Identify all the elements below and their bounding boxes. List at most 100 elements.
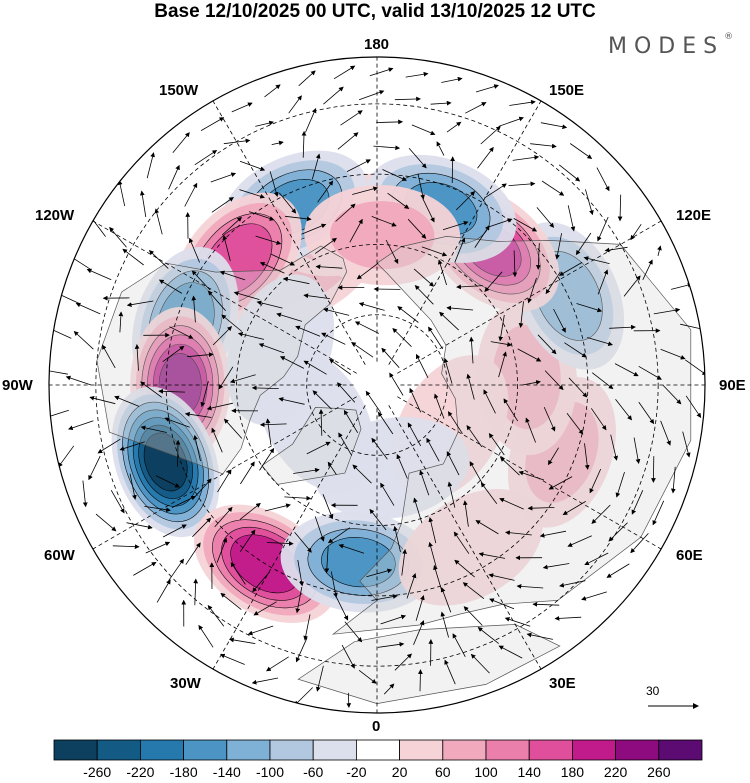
wind-arrow	[338, 432, 353, 456]
meridian-line	[92, 220, 357, 374]
lon-label-120e: 120E	[676, 207, 712, 224]
wind-arrow	[271, 140, 284, 146]
wind-arrow	[191, 270, 211, 291]
wind-arrow	[486, 218, 513, 228]
wind-arrow	[609, 324, 636, 330]
wind-arrow	[207, 290, 226, 311]
wind-arrow	[140, 425, 167, 433]
wind-arrow	[259, 262, 285, 274]
colorbar-tick-label: -260	[83, 764, 112, 780]
wind-arrow	[489, 598, 515, 610]
wind-arrow	[610, 434, 619, 461]
wind-arrow	[58, 445, 75, 468]
reference-vector-label: 30	[646, 684, 660, 698]
wind-arrow	[413, 497, 423, 524]
colorbar-swatch	[442, 739, 487, 761]
wind-arrow	[230, 562, 246, 585]
wind-arrow	[86, 268, 112, 281]
wind-arrow	[369, 67, 394, 77]
wind-arrow	[371, 216, 397, 227]
wind-arrow	[558, 164, 581, 182]
wind-arrow	[446, 451, 460, 476]
colorbar-tick-label: -20	[346, 764, 367, 780]
wind-arrow	[555, 233, 562, 260]
wind-arrow	[465, 102, 487, 114]
latitude-circle	[236, 244, 518, 526]
wind-arrow	[407, 218, 427, 239]
wind-arrow	[206, 402, 233, 411]
wind-arrow	[102, 344, 116, 369]
wind-arrow	[443, 357, 453, 384]
wind-arrow	[421, 246, 448, 257]
wind-arrow	[477, 627, 499, 644]
wind-arrow	[554, 615, 582, 621]
wind-arrow	[469, 461, 484, 485]
wind-arrow	[193, 478, 212, 499]
wind-arrow	[82, 480, 88, 508]
wind-arrow	[462, 582, 485, 600]
wind-arrow	[463, 606, 483, 626]
wind-arrow	[547, 447, 559, 466]
wind-arrow	[318, 409, 324, 436]
wind-arrow	[169, 326, 194, 339]
wind-arrow	[558, 262, 583, 276]
wind-arrow	[266, 656, 289, 672]
wind-arrow	[536, 207, 555, 228]
wind-arrow	[266, 541, 294, 546]
wind-arrow	[504, 617, 531, 627]
wind-arrow	[323, 307, 350, 316]
wind-arrow	[475, 520, 499, 535]
wind-arrow	[517, 348, 542, 362]
wind-arrow	[315, 264, 343, 270]
wind-arrow	[652, 500, 665, 526]
colorbar-swatch	[269, 739, 314, 761]
wind-arrow	[312, 390, 332, 410]
wind-arrow	[221, 314, 243, 332]
wind-arrow	[392, 327, 412, 347]
colorbar-swatch	[96, 739, 141, 761]
wind-arrow	[306, 441, 331, 455]
wind-arrow	[453, 531, 470, 554]
colorbar-tick-label: 140	[517, 764, 541, 780]
wind-arrow	[440, 611, 449, 638]
wind-arrow	[512, 155, 540, 161]
wind-arrow	[488, 433, 505, 456]
wind-arrow	[516, 583, 544, 589]
wind-arrow	[564, 342, 587, 358]
colorbar-tick-label: -180	[169, 764, 198, 780]
wind-arrow	[381, 347, 400, 368]
wind-arrow	[184, 182, 198, 207]
wind-arrow	[323, 86, 344, 105]
wind-arrow	[88, 455, 101, 481]
wind-arrow	[433, 564, 443, 591]
colorbar-swatch	[658, 739, 703, 761]
wind-arrow	[614, 363, 639, 377]
wind-arrow	[301, 130, 307, 158]
wind-arrow	[418, 669, 423, 692]
wind-arrow	[416, 353, 429, 378]
wind-arrow	[584, 552, 609, 566]
wind-arrow	[133, 561, 157, 576]
wind-arrow	[109, 226, 127, 248]
wind-arrow	[231, 102, 253, 113]
land-masses	[96, 236, 692, 704]
wind-arrow	[211, 197, 234, 213]
wind-arrow	[576, 303, 603, 313]
wind-arrow	[330, 571, 338, 598]
wind-arrow	[393, 525, 401, 553]
wind-arrow	[256, 300, 283, 309]
wind-arrow	[200, 117, 225, 131]
wind-arrow	[214, 506, 233, 528]
wind-arrow	[327, 527, 351, 544]
wind-arrow	[129, 473, 137, 500]
colorbar-tick-label: -220	[126, 764, 155, 780]
wind-arrow	[671, 282, 693, 290]
graticule	[49, 57, 705, 713]
wind-arrow	[638, 365, 662, 380]
wind-arrow	[591, 372, 614, 390]
wind-arrow	[346, 692, 352, 708]
wind-arrow	[171, 495, 197, 508]
wind-arrow	[303, 614, 311, 641]
wind-arrow	[349, 218, 363, 243]
wind-arrow	[660, 348, 686, 360]
